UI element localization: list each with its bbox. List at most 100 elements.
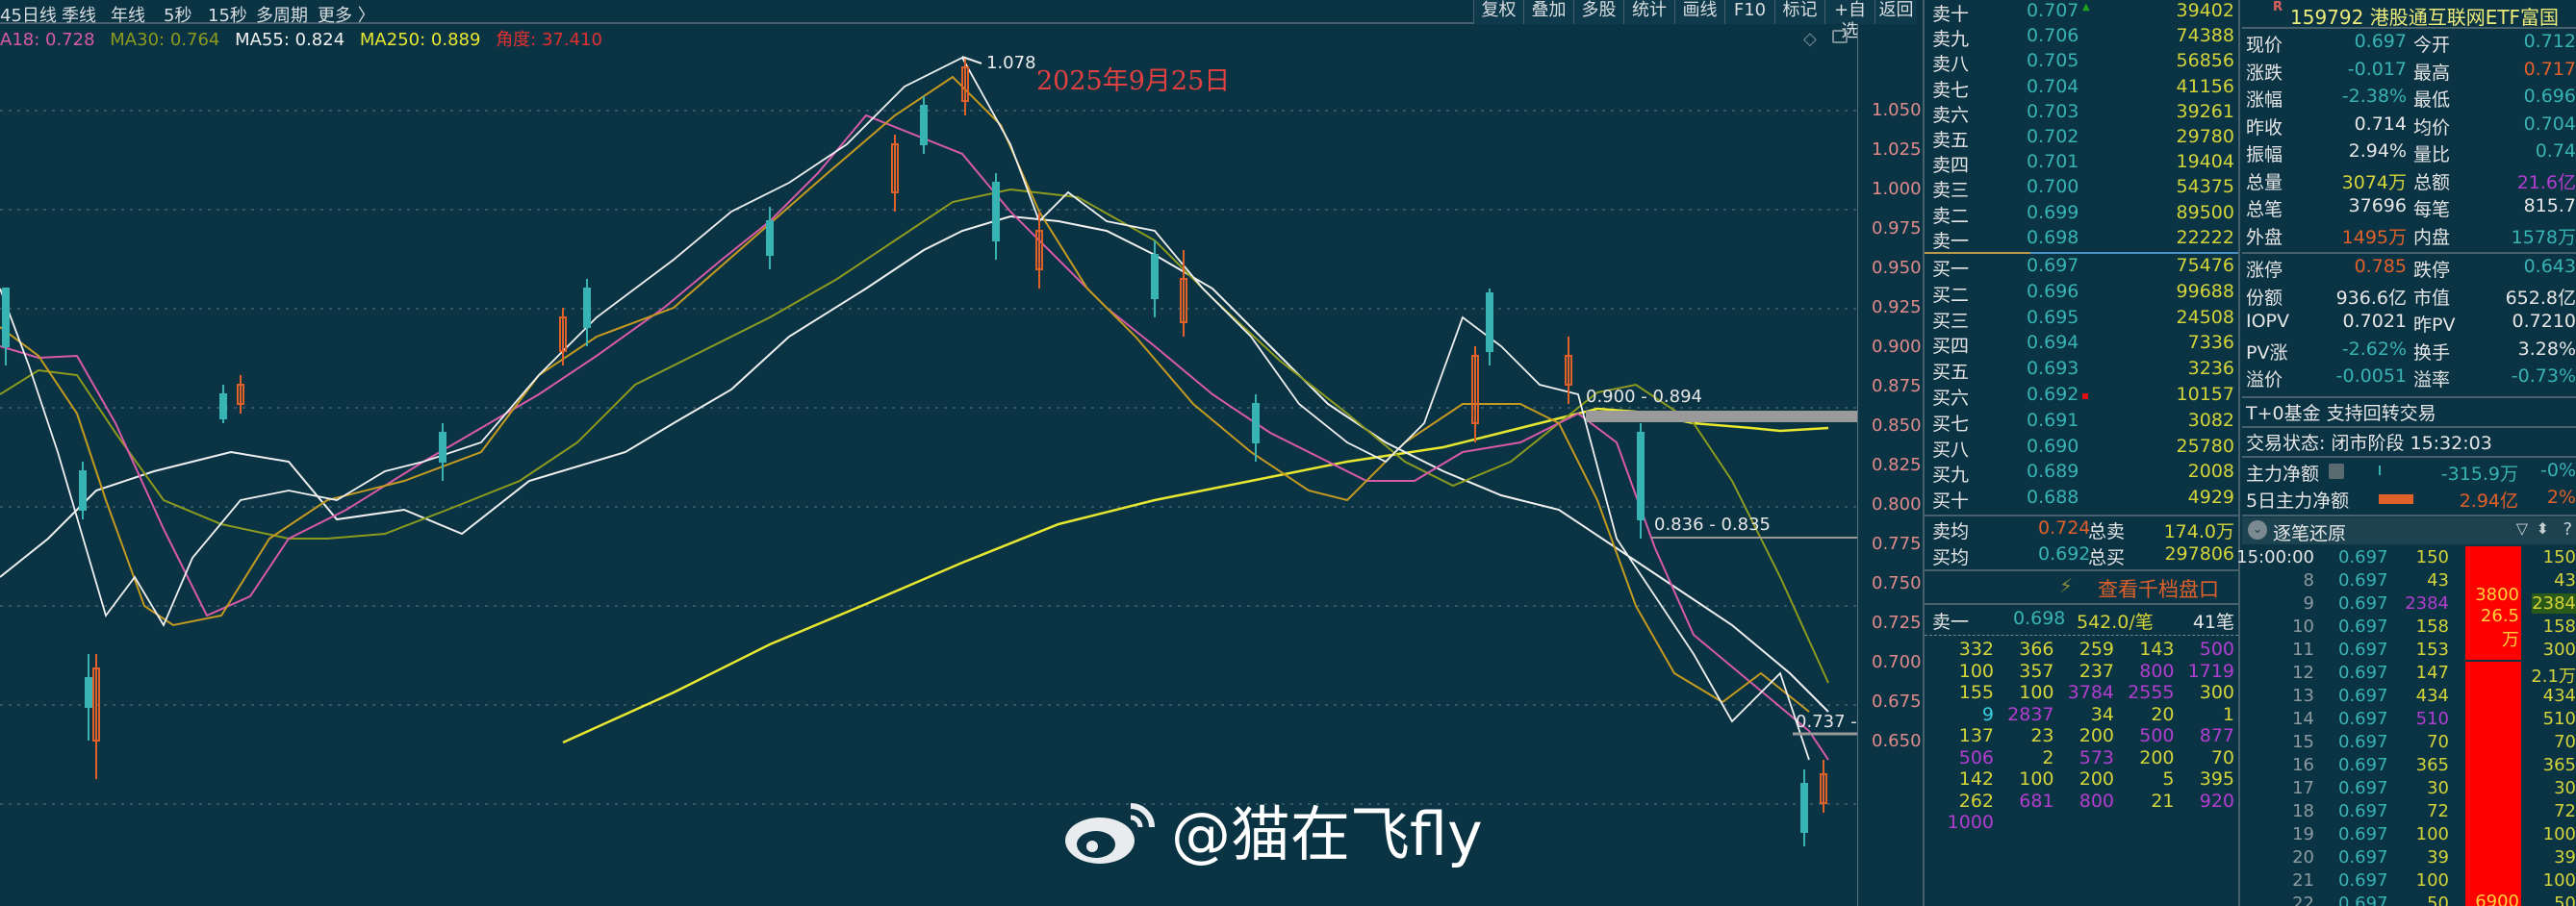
period-quarter[interactable]: 季线 (62, 6, 96, 26)
quote-value: 936.6亿 (2335, 287, 2407, 309)
quote-value: 0.74 (2535, 140, 2576, 162)
panel-toggle-icon[interactable] (1832, 30, 1848, 43)
y-tick: 0.700 (1872, 652, 1922, 672)
ask-row[interactable]: 卖二 0.699 89500 (1925, 202, 2238, 228)
bid-volume: 7336 (2187, 332, 2234, 354)
tape-volume: 434 (2415, 686, 2449, 706)
tape-time: 19 (2292, 824, 2314, 844)
bid-row[interactable]: 买五 0.693 3236 (1925, 358, 2238, 384)
overlay-button[interactable]: 叠加 (1523, 0, 1573, 24)
quote-value: 37696 (2348, 195, 2407, 216)
ask-row[interactable]: 卖六 0.703 39261 (1925, 101, 2238, 127)
ask-row[interactable]: 卖七 0.704 41156 (1925, 76, 2238, 102)
queue-order: 34 (2090, 703, 2114, 725)
period-year[interactable]: 年线 (111, 6, 145, 26)
bid-row[interactable]: 买七 0.691 3082 (1925, 410, 2238, 436)
queue-order: 21 (2151, 790, 2175, 812)
main-flow-value: -315.9万 (2440, 464, 2518, 485)
block1-amt: 26.5万 (2480, 606, 2519, 650)
security-title: 159792 港股通互联网ETF富国 (2290, 6, 2560, 29)
y-tick: 0.825 (1872, 455, 1922, 475)
bid-row[interactable]: 买六 0.692 10157 (1925, 384, 2238, 410)
bid-price: 0.694 (2027, 332, 2079, 354)
queue-order: 200 (2079, 768, 2114, 790)
bid-row[interactable]: 买三 0.695 24508 (1925, 307, 2238, 333)
watermark-text: @猫在飞fly (1171, 799, 1483, 869)
ask-bid-divider-right (2030, 252, 2238, 254)
period-45day[interactable]: 45日线 (0, 6, 57, 26)
ask-avg-value: 0.724 (2038, 517, 2091, 539)
ask-row[interactable]: 卖五 0.702 29780 (1925, 126, 2238, 152)
tape-merged-volume: 510 (2542, 709, 2576, 729)
queue-order: 1 (2222, 703, 2234, 725)
tape-price: 0.697 (2338, 686, 2388, 706)
multi-stock-button[interactable]: 多股 (1573, 0, 1623, 24)
bid-price: 0.691 (2027, 409, 2079, 431)
filter-icon[interactable]: ▽ (2515, 519, 2528, 538)
queue-order: 20 (2151, 703, 2175, 725)
tape-merged-volume: 365 (2542, 755, 2576, 775)
y-tick: 0.725 (1872, 613, 1922, 633)
ma250-value: MA250: 0.889 (359, 30, 481, 50)
adjust-button[interactable]: 复权 (1473, 0, 1523, 24)
bid-price: 0.696 (2027, 280, 2079, 302)
bid-row[interactable]: 买八 0.690 25780 (1925, 436, 2238, 462)
stats-button[interactable]: 统计 (1623, 0, 1674, 24)
queue-order: 357 (2019, 660, 2054, 682)
ask-row[interactable]: 卖四 0.701 19404 (1925, 151, 2238, 177)
ma-legend: A18: 0.728 MA30: 0.764 MA55: 0.824 MA250… (0, 26, 612, 50)
diamond-icon[interactable]: ◇ (1803, 29, 1817, 49)
depth-divider (1925, 569, 2238, 571)
ask-row[interactable]: 卖一 0.698 22222 (1925, 227, 2238, 253)
period-15s[interactable]: 15秒 (208, 6, 247, 26)
quote-value: 0.643 (2523, 256, 2576, 277)
quote-label: 内盘 (2413, 226, 2451, 248)
ma18-line (0, 113, 1829, 761)
y-tick: 1.050 (1872, 100, 1922, 120)
ask-row[interactable]: 卖三 0.700 54375 (1925, 176, 2238, 202)
bid-price: 0.697 (2027, 255, 2079, 276)
ask-row[interactable]: 卖八 0.705 56856 (1925, 50, 2238, 76)
range-label-1: 0.900 - 0.894 (1586, 387, 1702, 407)
bid-volume: 24508 (2176, 306, 2234, 328)
tape-row: 21 0.697 100 100 (2242, 870, 2576, 893)
f10-button[interactable]: F10 (1724, 0, 1774, 24)
y-tick: 0.650 (1872, 731, 1922, 751)
ask-volume: 19404 (2176, 151, 2234, 173)
back-button[interactable]: 返回 (1875, 0, 1917, 24)
bid-row[interactable]: 买四 0.694 7336 (1925, 332, 2238, 358)
period-5s[interactable]: 5秒 (164, 6, 192, 26)
candlestick-chart[interactable] (0, 48, 1857, 906)
queue-order: 155 (1958, 682, 1994, 703)
sort-icon[interactable]: ⬍ (2536, 519, 2549, 538)
help-icon[interactable]: ? (2563, 519, 2572, 540)
bid-row[interactable]: 买一 0.697 75476 (1925, 255, 2238, 281)
mark-button[interactable]: 标记 (1774, 0, 1824, 24)
ask-row[interactable]: 卖九 0.706 74388 (1925, 25, 2238, 51)
depth-link[interactable]: 查看千档盘口 (2098, 578, 2219, 601)
ask-price: 0.707 (2027, 0, 2079, 21)
ask-row[interactable]: 卖十 0.707 ▲ 39402 (1925, 0, 2238, 26)
queue-order: 100 (2019, 682, 2054, 703)
collapse-icon[interactable]: ⌄ (2248, 520, 2267, 540)
ask-total-value: 174.0万 (2163, 521, 2234, 542)
period-more[interactable]: 更多 〉 (318, 6, 375, 26)
quote-row: 份额 936.6亿 市值 652.8亿 (2242, 284, 2576, 311)
queue-order: 877 (2199, 725, 2234, 746)
bid-row[interactable]: 买十 0.688 4929 (1925, 487, 2238, 513)
period-multi[interactable]: 多周期 (256, 6, 308, 26)
draw-line-button[interactable]: 画线 (1674, 0, 1724, 24)
ask-volume: 41156 (2176, 75, 2234, 97)
queue-order: 70 (2210, 746, 2234, 768)
quote-label: 最低 (2413, 89, 2451, 111)
bid-row[interactable]: 买二 0.696 99688 (1925, 281, 2238, 307)
queue-count: 41笔 (2192, 612, 2234, 633)
bid-total-label: 总买 (2088, 547, 2126, 568)
bid-row[interactable]: 买九 0.689 2008 (1925, 461, 2238, 487)
tape-price: 0.697 (2338, 870, 2388, 891)
tape-time: 18 (2292, 801, 2314, 821)
add-watchlist-button[interactable]: +自选 (1824, 0, 1875, 41)
depth-link-row[interactable]: ⚡ 查看千档盘口 (1925, 574, 2238, 603)
tape-time: 13 (2292, 686, 2314, 706)
list-icon[interactable] (2329, 464, 2344, 479)
